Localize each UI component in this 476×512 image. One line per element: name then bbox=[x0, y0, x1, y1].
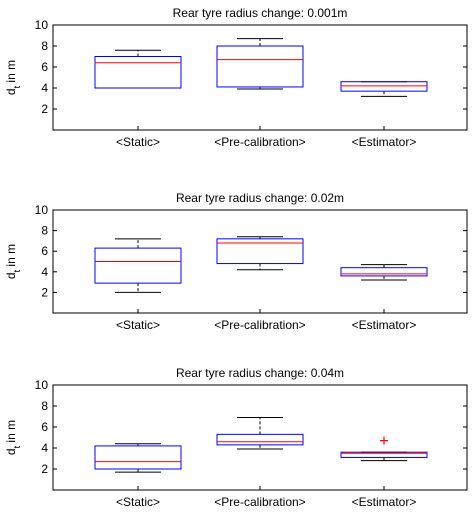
y-tick-label: 4 bbox=[41, 265, 48, 279]
box bbox=[216, 45, 304, 88]
y-tick-label: 8 bbox=[41, 399, 48, 413]
y-axis-label-main: d bbox=[4, 448, 18, 455]
y-axis-label-unit: in m bbox=[4, 60, 18, 86]
box-plot-3 bbox=[340, 81, 428, 97]
y-tick-label: 10 bbox=[35, 203, 49, 217]
y-axis-label-subscript: t bbox=[12, 445, 22, 448]
box-plot-2 bbox=[216, 417, 304, 450]
outlier-marker bbox=[380, 436, 388, 445]
box bbox=[94, 56, 182, 89]
y-axis-label-subscript: t bbox=[12, 269, 22, 272]
box-plot-1 bbox=[94, 49, 182, 89]
box-plot-3 bbox=[340, 436, 428, 462]
box-plot-1 bbox=[94, 238, 182, 293]
y-tick-label: 6 bbox=[41, 420, 48, 434]
y-tick-label: 2 bbox=[41, 285, 48, 299]
plot-area bbox=[52, 24, 468, 131]
box-plot-2 bbox=[216, 38, 304, 90]
box bbox=[216, 433, 304, 446]
y-tick-label: 6 bbox=[41, 244, 48, 258]
y-axis-label: dt in m bbox=[4, 420, 22, 455]
y-axis-label-unit: in m bbox=[4, 244, 18, 270]
chart-title: Rear tyre radius change: 0.02m bbox=[176, 191, 344, 205]
chart-panel-2: Rear tyre radius change: 0.02m 2 4 6 8 10 dt i… bbox=[4, 191, 468, 332]
plot-area bbox=[52, 384, 468, 491]
y-tick-label: 10 bbox=[35, 378, 49, 392]
box-plot-3 bbox=[340, 264, 428, 281]
y-tick-label: 8 bbox=[41, 224, 48, 238]
chart-title: Rear tyre radius change: 0.001m bbox=[173, 6, 348, 20]
chart-panel-3: Rear tyre radius change: 0.04m 2 4 6 8 10 dt i… bbox=[4, 366, 468, 509]
chart-panel-1: Rear tyre radius change: 0.001m 2 4 6 8 10 dt … bbox=[4, 6, 468, 149]
box bbox=[340, 267, 428, 277]
y-axis-label-main: d bbox=[4, 272, 18, 279]
x-tick-label: <Estimator> bbox=[352, 318, 417, 332]
box bbox=[94, 445, 182, 470]
y-tick-label: 2 bbox=[41, 102, 48, 116]
box bbox=[340, 451, 428, 458]
chart-title: Rear tyre radius change: 0.04m bbox=[176, 366, 344, 380]
x-tick-label: <Static> bbox=[116, 318, 160, 332]
box-plot-2 bbox=[216, 236, 304, 271]
y-tick-label: 8 bbox=[41, 39, 48, 53]
x-tick-label: <Static> bbox=[116, 495, 160, 509]
y-axis-label-subscript: t bbox=[12, 85, 22, 88]
x-tick-label: <Estimator> bbox=[352, 495, 417, 509]
x-tick-label: <Pre-calibration> bbox=[214, 318, 305, 332]
x-tick-label: <Static> bbox=[116, 135, 160, 149]
box-plot-1 bbox=[94, 443, 182, 473]
y-tick-label: 2 bbox=[41, 462, 48, 476]
box bbox=[216, 238, 304, 265]
y-axis-label-main: d bbox=[4, 88, 18, 95]
box bbox=[94, 247, 182, 284]
x-tick-label: <Estimator> bbox=[352, 135, 417, 149]
box bbox=[340, 81, 428, 92]
y-tick-label: 4 bbox=[41, 81, 48, 95]
x-tick-label: <Pre-calibration> bbox=[214, 495, 305, 509]
y-tick-label: 6 bbox=[41, 60, 48, 74]
y-tick-label: 10 bbox=[35, 18, 49, 32]
x-tick-label: <Pre-calibration> bbox=[214, 135, 305, 149]
y-tick-label: 4 bbox=[41, 441, 48, 455]
y-axis-label-unit: in m bbox=[4, 420, 18, 446]
y-axis-label: dt in m bbox=[4, 60, 22, 95]
y-axis-label: dt in m bbox=[4, 244, 22, 279]
